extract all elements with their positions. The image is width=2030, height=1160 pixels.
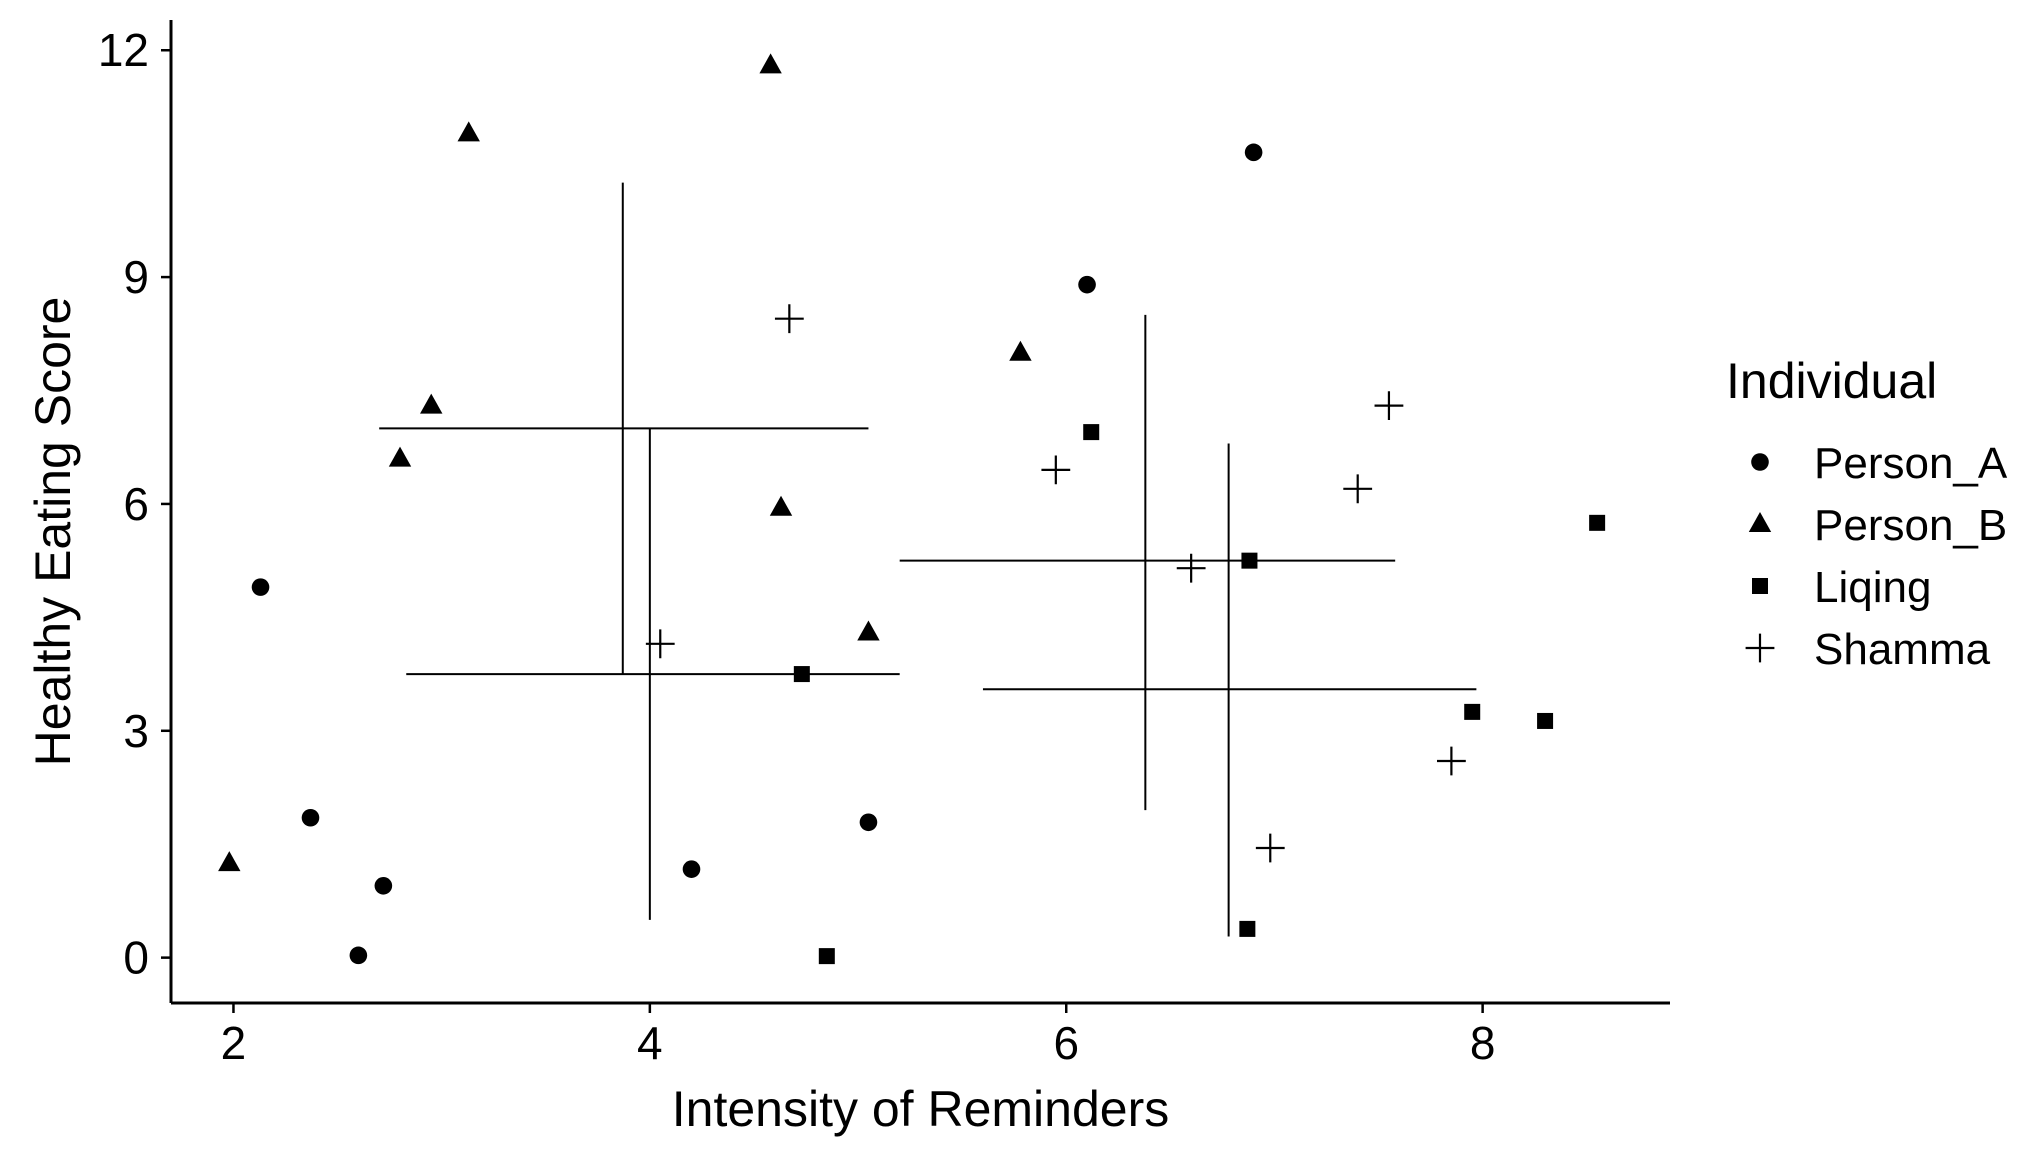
y-tick-label: 3 xyxy=(123,705,149,757)
points-layer xyxy=(218,53,1606,965)
data-point xyxy=(1176,553,1206,583)
legend-key-plus xyxy=(1745,633,1775,663)
data-point xyxy=(759,53,782,74)
data-point xyxy=(645,629,675,659)
y-axis-ticks: 0 3 6 9 12 xyxy=(98,24,171,984)
legend-label: Liqing xyxy=(1814,563,1931,612)
legend-label: Shamma xyxy=(1814,625,1991,674)
data-point xyxy=(349,946,368,965)
series-person-b xyxy=(218,53,1032,872)
series-person-a xyxy=(251,143,1263,965)
data-point xyxy=(251,578,270,596)
data-point xyxy=(769,495,793,516)
y-tick-label: 12 xyxy=(98,24,149,76)
data-point xyxy=(1374,391,1404,421)
legend-title: Individual xyxy=(1726,353,1937,409)
data-point xyxy=(1241,552,1258,569)
x-axis-title: Intensity of Reminders xyxy=(672,1081,1169,1137)
x-axis-ticks: 2 4 6 8 xyxy=(221,1003,1496,1069)
data-point xyxy=(857,620,880,641)
y-tick-label: 0 xyxy=(123,932,149,984)
data-point xyxy=(1537,712,1554,729)
data-point xyxy=(1239,920,1256,937)
data-point xyxy=(1255,833,1285,863)
legend-key-triangle xyxy=(1748,512,1772,532)
x-tick-label: 2 xyxy=(221,1017,247,1069)
data-point xyxy=(1589,514,1606,531)
data-point xyxy=(1464,703,1481,720)
data-point xyxy=(1078,275,1096,294)
data-point xyxy=(1041,455,1071,485)
data-point xyxy=(374,876,393,895)
data-point xyxy=(793,666,810,683)
legend: Individual Person_A Person_B Liqing Shamma xyxy=(1726,353,2008,674)
x-tick-label: 8 xyxy=(1470,1017,1496,1069)
y-tick-label: 9 xyxy=(123,251,149,303)
legend-items: Person_A Person_B Liqing Shamma xyxy=(1745,439,2008,674)
data-point xyxy=(859,813,878,832)
data-point xyxy=(774,304,804,334)
legend-label: Person_A xyxy=(1814,439,2008,488)
legend-key-square xyxy=(1752,578,1768,594)
data-point xyxy=(457,121,480,142)
data-point xyxy=(1343,474,1373,504)
data-point xyxy=(1083,424,1100,441)
legend-label: Person_B xyxy=(1814,501,2007,550)
series-shamma xyxy=(645,304,1466,863)
series-liqing xyxy=(793,424,1606,965)
legend-key-circle xyxy=(1751,453,1769,471)
crosshair-layer xyxy=(379,182,1477,937)
data-point xyxy=(1244,143,1263,162)
data-point xyxy=(388,446,412,467)
data-point xyxy=(301,808,320,827)
x-tick-label: 4 xyxy=(637,1017,663,1069)
data-point xyxy=(420,393,443,414)
y-tick-label: 6 xyxy=(123,478,149,530)
data-point xyxy=(818,948,835,965)
data-point xyxy=(1009,340,1032,361)
data-point xyxy=(682,860,701,878)
data-point xyxy=(1437,746,1466,776)
data-point xyxy=(218,851,241,872)
y-axis-title: Healthy Eating Score xyxy=(25,297,81,767)
x-tick-label: 6 xyxy=(1053,1017,1079,1069)
